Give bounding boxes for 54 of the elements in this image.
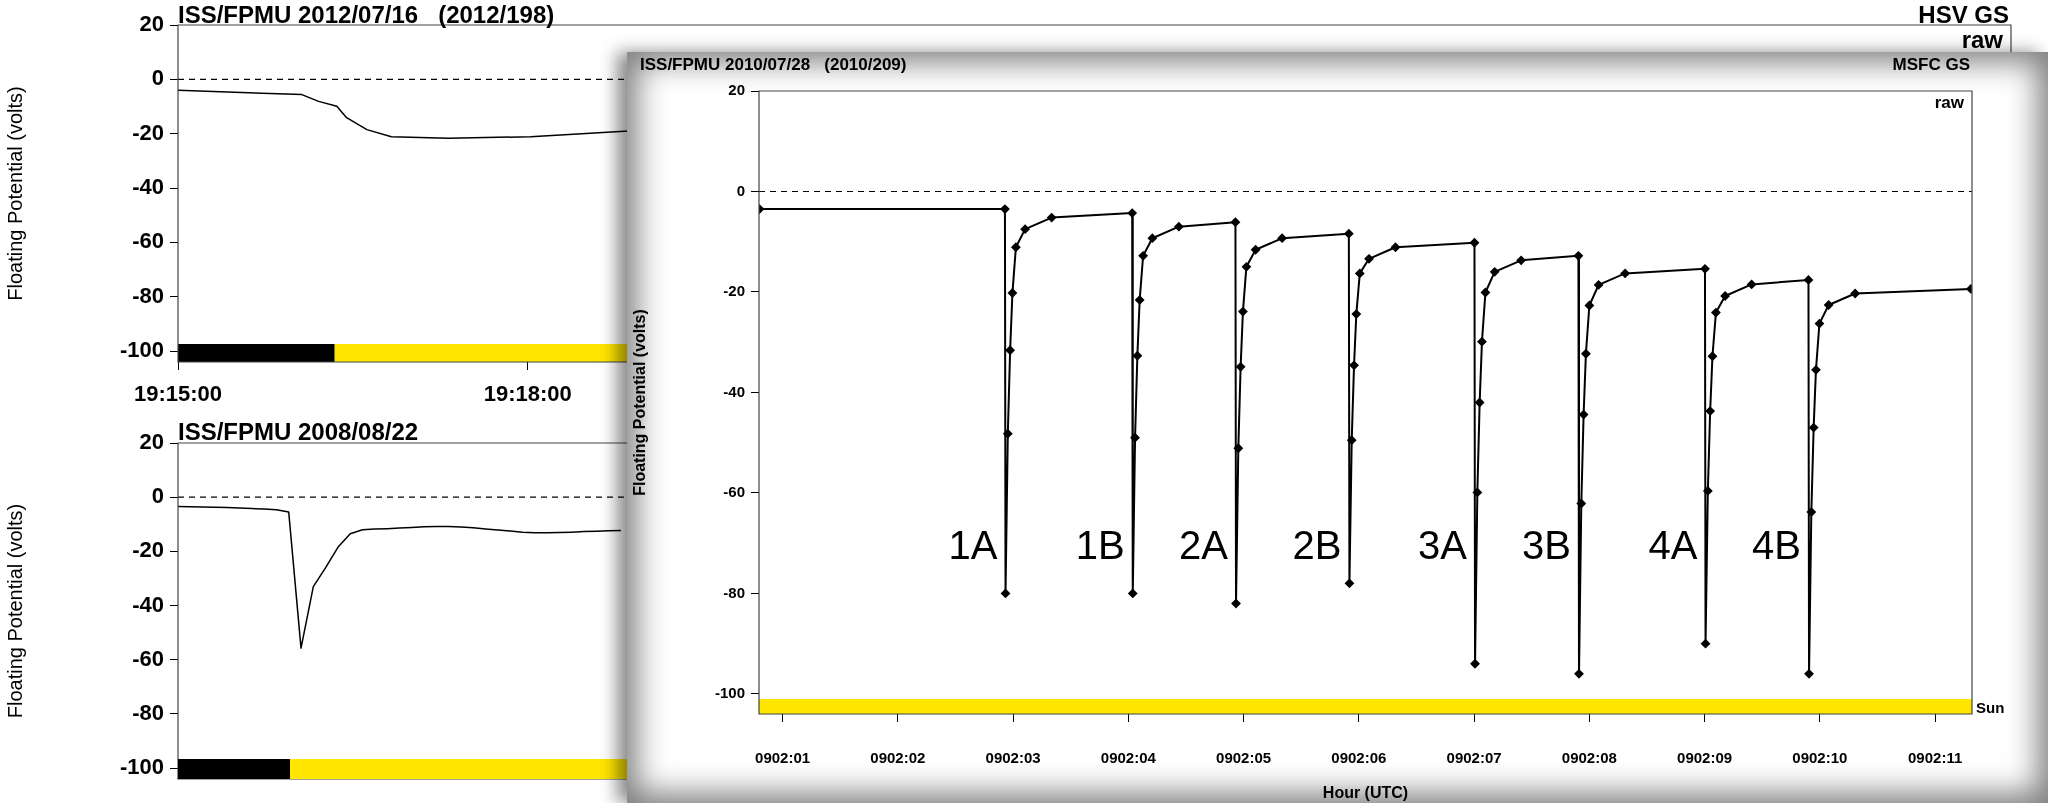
y-tick-label: -80 — [132, 282, 164, 308]
chart-title: ISS/FPMU 2012/07/16 (2012/198) — [178, 1, 555, 28]
x-tick-label: 0902:01 — [755, 749, 811, 767]
y-tick-label: -40 — [723, 382, 745, 400]
y-axis-title: Floating Potential (volts) — [3, 503, 26, 719]
x-tick-label: 0902:05 — [1216, 749, 1272, 767]
y-tick-label: -80 — [132, 700, 164, 726]
x-tick-label: 19:18:00 — [483, 381, 572, 407]
y-tick-label: -60 — [132, 228, 164, 254]
annotation: 1A — [948, 523, 998, 568]
x-tick-label: 0902:03 — [985, 749, 1041, 767]
annotation: 4B — [1752, 523, 1802, 568]
y-tick-label: 20 — [139, 11, 164, 37]
y-tick-label: -20 — [132, 119, 164, 145]
annotation: HSV GS — [1918, 1, 2009, 28]
y-tick-label: -40 — [132, 591, 164, 617]
annotation: 3B — [1522, 523, 1571, 568]
y-tick-label: 20 — [139, 429, 164, 455]
y-tick-label: 0 — [736, 181, 745, 199]
band-label: Sun — [1976, 698, 2005, 716]
annotation: 2B — [1292, 523, 1342, 568]
x-tick-label: 0902:08 — [1561, 749, 1617, 767]
y-tick-label: -100 — [714, 684, 745, 702]
y-axis-title: Floating Potential (volts) — [631, 309, 649, 496]
x-tick-label: 19:15:00 — [133, 381, 223, 407]
x-tick-label: 0902:02 — [870, 749, 926, 767]
y-tick-label: 0 — [151, 65, 164, 91]
x-tick-label: 0902:06 — [1331, 749, 1387, 767]
y-tick-label: -40 — [132, 174, 164, 200]
y-tick-label: -20 — [723, 282, 745, 300]
x-tick-label: 0902:10 — [1792, 749, 1848, 767]
chart-title: ISS/FPMU 2008/08/22 — [178, 418, 419, 445]
y-tick-label: -60 — [132, 645, 164, 671]
annotation: 1B — [1075, 523, 1125, 568]
y-tick-label: 20 — [728, 81, 745, 99]
annotation: 4A — [1648, 523, 1698, 568]
x-tick-label: 0902:07 — [1446, 749, 1502, 767]
y-tick-label: -100 — [119, 754, 164, 780]
annotation: MSFC GS — [1892, 55, 1970, 74]
annotation: raw — [1934, 93, 1965, 113]
annotation: 2A — [1179, 523, 1229, 568]
x-tick-label: 0902:04 — [1100, 749, 1157, 767]
y-tick-label: -60 — [723, 483, 745, 501]
y-tick-label: -20 — [132, 537, 164, 563]
y-tick-label: -100 — [119, 337, 164, 363]
x-tick-label: 0902:11 — [1908, 749, 1963, 767]
y-tick-label: -80 — [723, 583, 745, 601]
y-axis-title: Floating Potential (volts) — [3, 86, 26, 301]
x-axis-title: Hour (UTC) — [1322, 783, 1409, 801]
x-tick-label: 0902:09 — [1677, 749, 1733, 767]
y-tick-label: 0 — [151, 483, 164, 509]
annotation: 3A — [1418, 523, 1468, 568]
annotation: raw — [1961, 25, 2004, 53]
chart-title: ISS/FPMU 2010/07/28 (2010/209) — [640, 55, 907, 74]
